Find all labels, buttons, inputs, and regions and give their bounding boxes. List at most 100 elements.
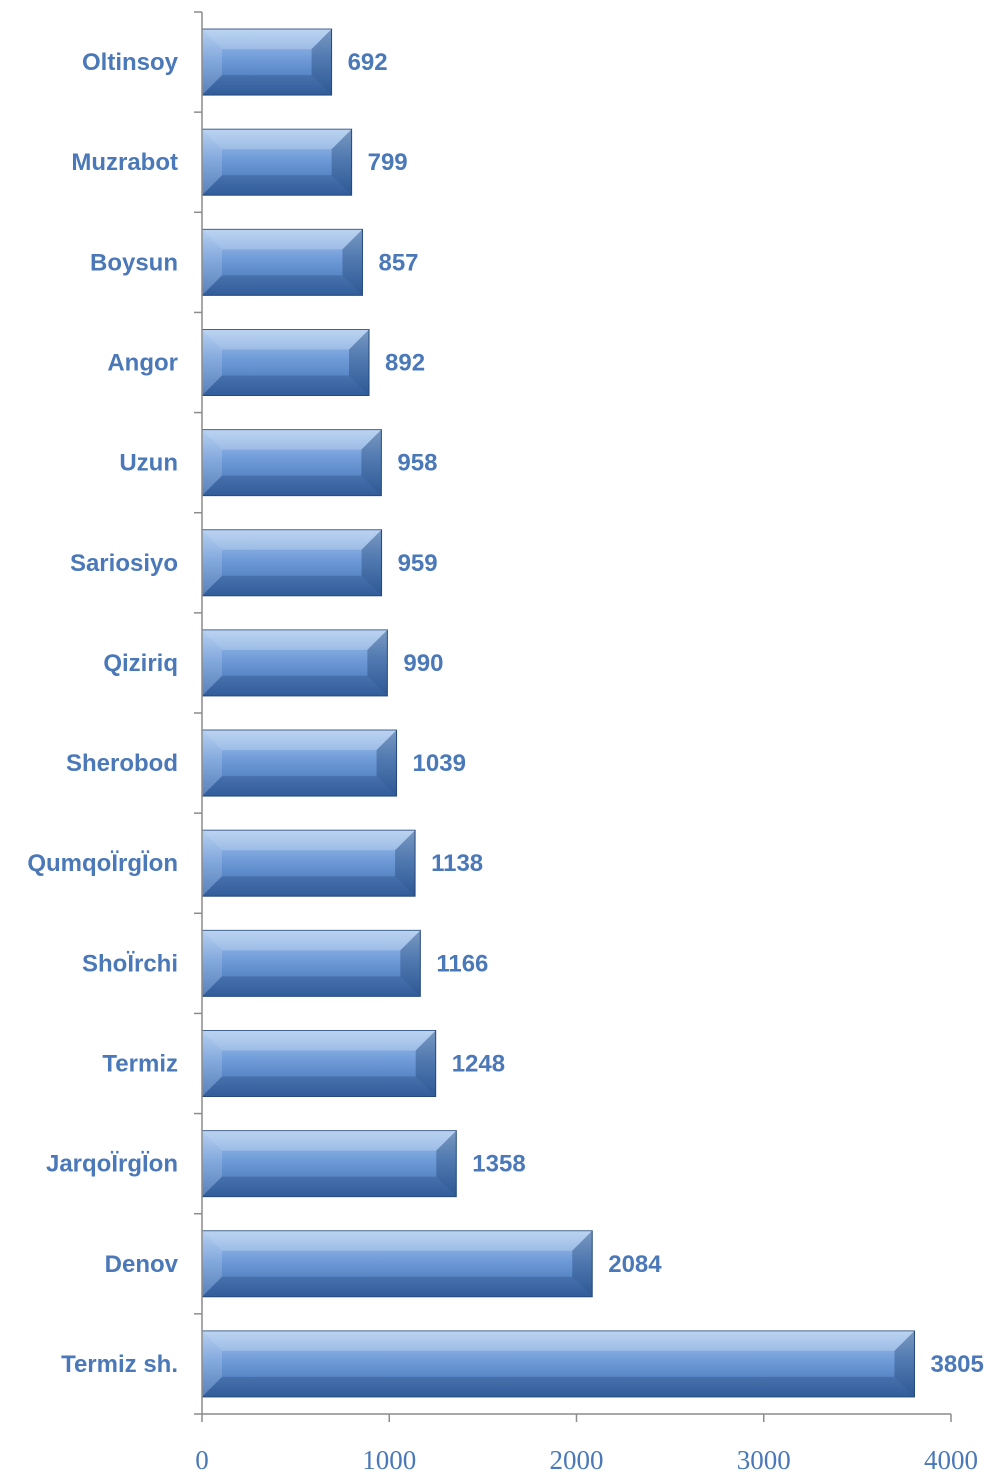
bar-bevel-left [202,629,222,696]
bar-bevel-top [202,930,421,951]
bar-group [201,228,363,296]
bar-group [201,429,382,497]
bar-bevel-right [367,629,388,696]
bar-bevel-left [202,1330,222,1397]
bar-bevel-right [415,1030,436,1097]
data-label: 1248 [452,1051,505,1078]
bar [201,1230,593,1298]
category-label: Termiz sh. [61,1351,178,1378]
bar-group [201,729,398,797]
category-label: Boysun [90,249,178,276]
bar-bevel-right [361,529,382,596]
bar [201,429,382,497]
bar-group [201,829,416,897]
data-label: 799 [368,149,408,176]
bar-bevel-left [202,930,222,997]
bar-bevel-right [342,229,363,296]
bar-bevel-top [202,29,332,50]
data-label: 1166 [436,950,488,977]
bar [201,829,416,897]
bar [201,329,370,396]
bar-bevel-top [202,129,352,150]
category-label: Sariosiyo [70,550,178,577]
bar-bevel-bottom [202,1276,593,1297]
bar [201,1330,915,1398]
bar-bevel-top [202,730,397,751]
data-label: 1358 [472,1151,525,1178]
category-label: JarqoÏrgÏon [46,1151,178,1178]
bar-bevel-left [202,1130,222,1197]
category-label: Oltinsoy [82,49,179,76]
x-tick-label: 1000 [362,1445,416,1472]
axes-layer [194,11,952,1422]
bar [201,929,421,997]
data-label: 692 [348,49,388,76]
x-tick-label: 2000 [550,1445,604,1472]
category-label: Uzun [119,450,178,477]
bar-bevel-bottom [202,475,382,496]
data-label: 892 [385,350,425,377]
bar-bevel-right [395,830,416,897]
data-label: 1039 [413,750,466,777]
data-label: 857 [378,249,418,276]
bar-group [201,929,421,997]
bar-bevel-right [376,730,397,797]
bar-bevel-right [894,1330,915,1397]
bar-bevel-bottom [202,375,370,396]
bar-bevel-left [202,1030,222,1097]
bar [201,629,388,697]
bar-bevel-left [202,529,222,596]
bar-bevel-top [202,329,370,350]
category-label: Denov [105,1251,179,1278]
bar-bevel-bottom [202,575,382,596]
category-label: QumqoÏrgÏon [27,850,178,877]
bar-bevel-right [311,29,332,96]
category-label: ShoÏrchi [82,950,178,977]
bar-bevel-right [400,930,421,997]
bar-bevel-bottom [202,675,388,696]
bars-layer [201,28,915,1398]
bar-group [201,329,370,396]
bar-bevel-left [202,29,222,96]
bar [201,28,333,96]
bar-group [201,629,388,697]
x-tick-label: 3000 [737,1445,791,1472]
data-label: 990 [403,650,443,677]
bar-bevel-left [202,329,222,396]
bar-group [201,1330,915,1398]
bar-bevel-top [202,529,382,550]
data-label: 1138 [431,850,483,877]
category-label: Qiziriq [103,650,178,677]
category-label: Termiz [102,1051,178,1078]
bar-bevel-bottom [202,776,397,797]
bar-bevel-left [202,229,222,296]
bar-bevel-left [202,129,222,196]
bar-bevel-bottom [202,175,352,196]
bar [201,228,363,296]
labels-layer: Oltinsoy 692 Muzrabot 799 Boysun 857 Angor 892 U… [27,49,984,1472]
bar-group [201,1030,437,1097]
bar-bevel-right [572,1230,593,1297]
bar-bevel-bottom [202,876,416,897]
data-label: 3805 [930,1351,983,1378]
bar-group [201,128,353,196]
bar-bevel-left [202,830,222,897]
bar-bevel-left [202,1230,222,1297]
bar-bevel-top [202,830,416,851]
bar-bevel-left [202,730,222,797]
bar-bevel-bottom [202,1176,457,1197]
bar-bevel-bottom [202,1076,436,1097]
bar-bevel-bottom [202,75,332,96]
bar-bevel-top [202,429,382,450]
data-label: 959 [398,550,438,577]
x-tick-label: 4000 [924,1445,978,1472]
bar [201,529,383,597]
bar [201,1030,437,1097]
category-label: Angor [107,350,178,377]
data-label: 2084 [608,1251,662,1278]
bar-bevel-top [202,229,363,250]
bar-bevel-right [349,329,370,396]
bar-bevel-top [202,1330,915,1351]
bar-bevel-top [202,1130,457,1151]
